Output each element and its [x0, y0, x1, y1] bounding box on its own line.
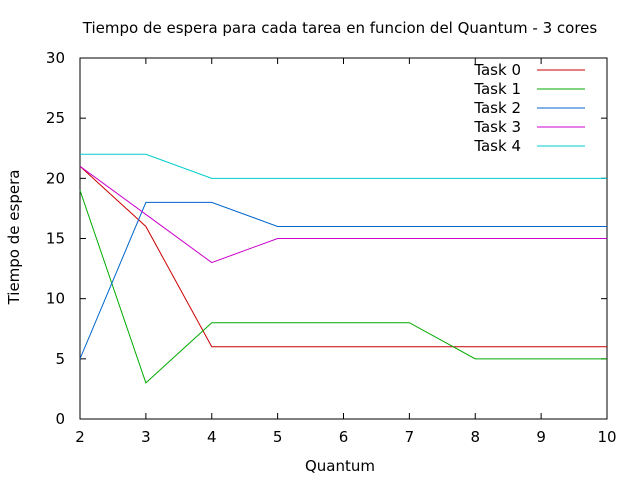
series-line-task-3: [79, 165, 607, 264]
legend-label-task-4: Task 4: [473, 137, 521, 155]
x-axis-label: Quantum: [305, 457, 375, 475]
y-tick-label: 0: [55, 410, 65, 428]
series-line-task-0: [79, 165, 607, 348]
legend-label-task-2: Task 2: [473, 99, 521, 117]
chart-title: Tiempo de espera para cada tarea en func…: [82, 19, 598, 37]
x-tick-label: 10: [597, 428, 616, 446]
series-lines: [79, 153, 607, 384]
x-tick-label: 4: [207, 428, 217, 446]
x-tick-label: 2: [75, 428, 85, 446]
x-tick-label: 6: [339, 428, 349, 446]
x-tick-label: 3: [141, 428, 151, 446]
series-line-task-2: [79, 201, 607, 360]
legend-label-task-0: Task 0: [473, 61, 521, 79]
y-tick-label: 10: [46, 290, 65, 308]
y-tick-label: 15: [46, 230, 65, 248]
axis-ticks: 2 3 4 5 6 7 8 9 10 0 5 10 15 20 25 30: [46, 49, 617, 446]
series-line-task-4: [80, 153, 607, 179]
x-tick-label: 5: [273, 428, 283, 446]
legend-label-task-3: Task 3: [473, 118, 521, 136]
y-tick-label: 20: [46, 169, 65, 187]
legend-label-task-1: Task 1: [473, 80, 521, 98]
y-tick-label: 5: [55, 350, 65, 368]
x-tick-label: 7: [405, 428, 415, 446]
y-axis-label: Tiempo de espera: [5, 170, 23, 306]
x-tick-label: 9: [536, 428, 546, 446]
x-tick-label: 8: [470, 428, 480, 446]
y-tick-label: 30: [46, 49, 65, 67]
series-line-task-1: [79, 190, 607, 384]
y-tick-label: 25: [46, 109, 65, 127]
